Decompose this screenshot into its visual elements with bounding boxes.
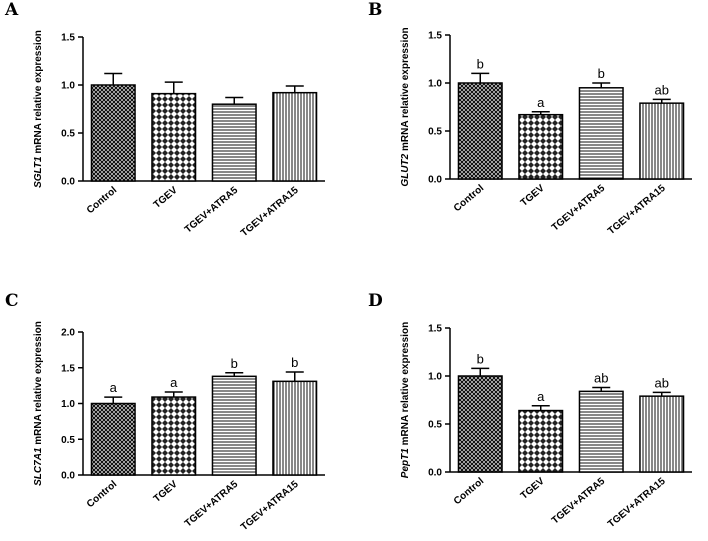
significance-label: b bbox=[477, 56, 484, 71]
significance-label: b bbox=[291, 355, 298, 370]
panel-letter: C bbox=[5, 291, 19, 311]
bar-control bbox=[457, 375, 503, 473]
bar-tgev-atra5 bbox=[578, 87, 624, 180]
y-tick-label: 1.5 bbox=[61, 363, 75, 374]
y-tick-label: 1.5 bbox=[61, 33, 75, 44]
bar-tgev bbox=[518, 113, 564, 180]
bar-tgev-atra15 bbox=[272, 380, 318, 476]
y-tick-label: 0.0 bbox=[61, 177, 75, 188]
panel-a: A 0.0 0.5 1.0 1.5 SGLT1 mRNA relative express… bbox=[4, 0, 325, 239]
x-tick-label: TGEV+ATRA5 bbox=[550, 183, 608, 234]
panel-letter: D bbox=[368, 291, 383, 311]
y-tick-label: 1.0 bbox=[428, 79, 442, 90]
significance-label: a bbox=[170, 375, 178, 390]
panel-c: C 0.0 0.5 1.0 1.5 2.0 SLC7A1 mRNA relative exp… bbox=[5, 291, 325, 533]
y-tick-label: 0.5 bbox=[61, 435, 75, 446]
x-tick-label: TGEV bbox=[152, 479, 180, 505]
significance-label: ab bbox=[655, 375, 669, 390]
panel-letter: B bbox=[368, 0, 382, 20]
y-tick-label: 0.5 bbox=[428, 127, 442, 138]
x-tick-label: Control bbox=[85, 479, 119, 510]
y-axis-label: PepT1 mRNA relative expression bbox=[400, 322, 411, 478]
y-axis-label: SLC7A1 mRNA relative expression bbox=[33, 321, 44, 486]
y-axis-label: GLUT2 mRNA relative expression bbox=[400, 27, 411, 186]
y-tick-label: 1.0 bbox=[61, 81, 75, 92]
y-axis-label-suffix: mRNA relative expression bbox=[400, 322, 411, 448]
y-axis-label-suffix: mRNA relative expression bbox=[33, 30, 44, 156]
x-tick-label: TGEV bbox=[152, 185, 180, 211]
significance-label: b bbox=[231, 356, 238, 371]
x-tick-label: TGEV+ATRA15 bbox=[606, 183, 668, 237]
x-tick-label: TGEV bbox=[519, 183, 547, 209]
bar-tgev-atra5 bbox=[578, 390, 624, 473]
bar-tgev-atra15 bbox=[272, 91, 318, 182]
y-tick-label: 0.0 bbox=[61, 471, 75, 482]
x-tick-label: TGEV bbox=[519, 476, 547, 502]
y-tick-label: 1.5 bbox=[428, 31, 442, 42]
x-tick-label: Control bbox=[85, 185, 119, 216]
gene-name: SGLT1 bbox=[33, 156, 44, 188]
y-tick-label: 1.5 bbox=[428, 324, 442, 335]
bar-tgev-atra5 bbox=[211, 103, 257, 182]
gene-name: GLUT2 bbox=[400, 153, 411, 186]
y-tick-label: 2.0 bbox=[61, 328, 75, 339]
y-tick-label: 0.0 bbox=[428, 468, 442, 479]
y-tick-label: 1.0 bbox=[61, 399, 75, 410]
bar-control bbox=[90, 84, 136, 182]
panel-letter: A bbox=[4, 0, 19, 20]
bar-tgev bbox=[151, 92, 197, 182]
bar-control bbox=[90, 402, 136, 476]
y-axis-label-suffix: mRNA relative expression bbox=[400, 27, 411, 153]
panel-b: B 0.0 0.5 1.0 1.5 GLUT2 mRNA relative express… bbox=[368, 0, 692, 237]
significance-label: b bbox=[477, 351, 484, 366]
gene-name: SLC7A1 bbox=[33, 447, 44, 486]
x-tick-label: Control bbox=[452, 476, 486, 507]
x-tick-label: TGEV+ATRA5 bbox=[550, 476, 608, 527]
y-axis-label: SGLT1 mRNA relative expression bbox=[33, 30, 44, 188]
bar-control bbox=[457, 82, 503, 180]
gene-name: PepT1 bbox=[400, 448, 411, 478]
x-tick-label: TGEV+ATRA5 bbox=[183, 185, 241, 236]
y-tick-label: 0.0 bbox=[428, 175, 442, 186]
y-tick-label: 0.5 bbox=[428, 420, 442, 431]
significance-label: a bbox=[537, 95, 545, 110]
significance-label: ab bbox=[655, 82, 669, 97]
significance-label: a bbox=[537, 389, 545, 404]
x-tick-label: Control bbox=[452, 183, 486, 214]
bar-tgev-atra15 bbox=[639, 102, 685, 180]
bar-tgev bbox=[151, 396, 197, 476]
x-tick-label: TGEV+ATRA15 bbox=[606, 476, 668, 530]
panel-d: D 0.0 0.5 1.0 1.5 PepT1 mRNA relative express… bbox=[368, 291, 692, 530]
y-axis-label-suffix: mRNA relative expression bbox=[33, 321, 44, 447]
bar-tgev bbox=[518, 409, 564, 473]
bar-tgev-atra15 bbox=[639, 395, 685, 473]
significance-label: b bbox=[598, 66, 605, 81]
significance-label: a bbox=[110, 380, 118, 395]
significance-label: ab bbox=[594, 371, 608, 386]
bar-tgev-atra5 bbox=[211, 375, 257, 476]
y-tick-label: 0.5 bbox=[61, 129, 75, 140]
x-tick-label: TGEV+ATRA15 bbox=[239, 479, 301, 533]
x-tick-label: TGEV+ATRA15 bbox=[239, 185, 301, 239]
x-tick-label: TGEV+ATRA5 bbox=[183, 479, 241, 530]
y-tick-label: 1.0 bbox=[428, 372, 442, 383]
